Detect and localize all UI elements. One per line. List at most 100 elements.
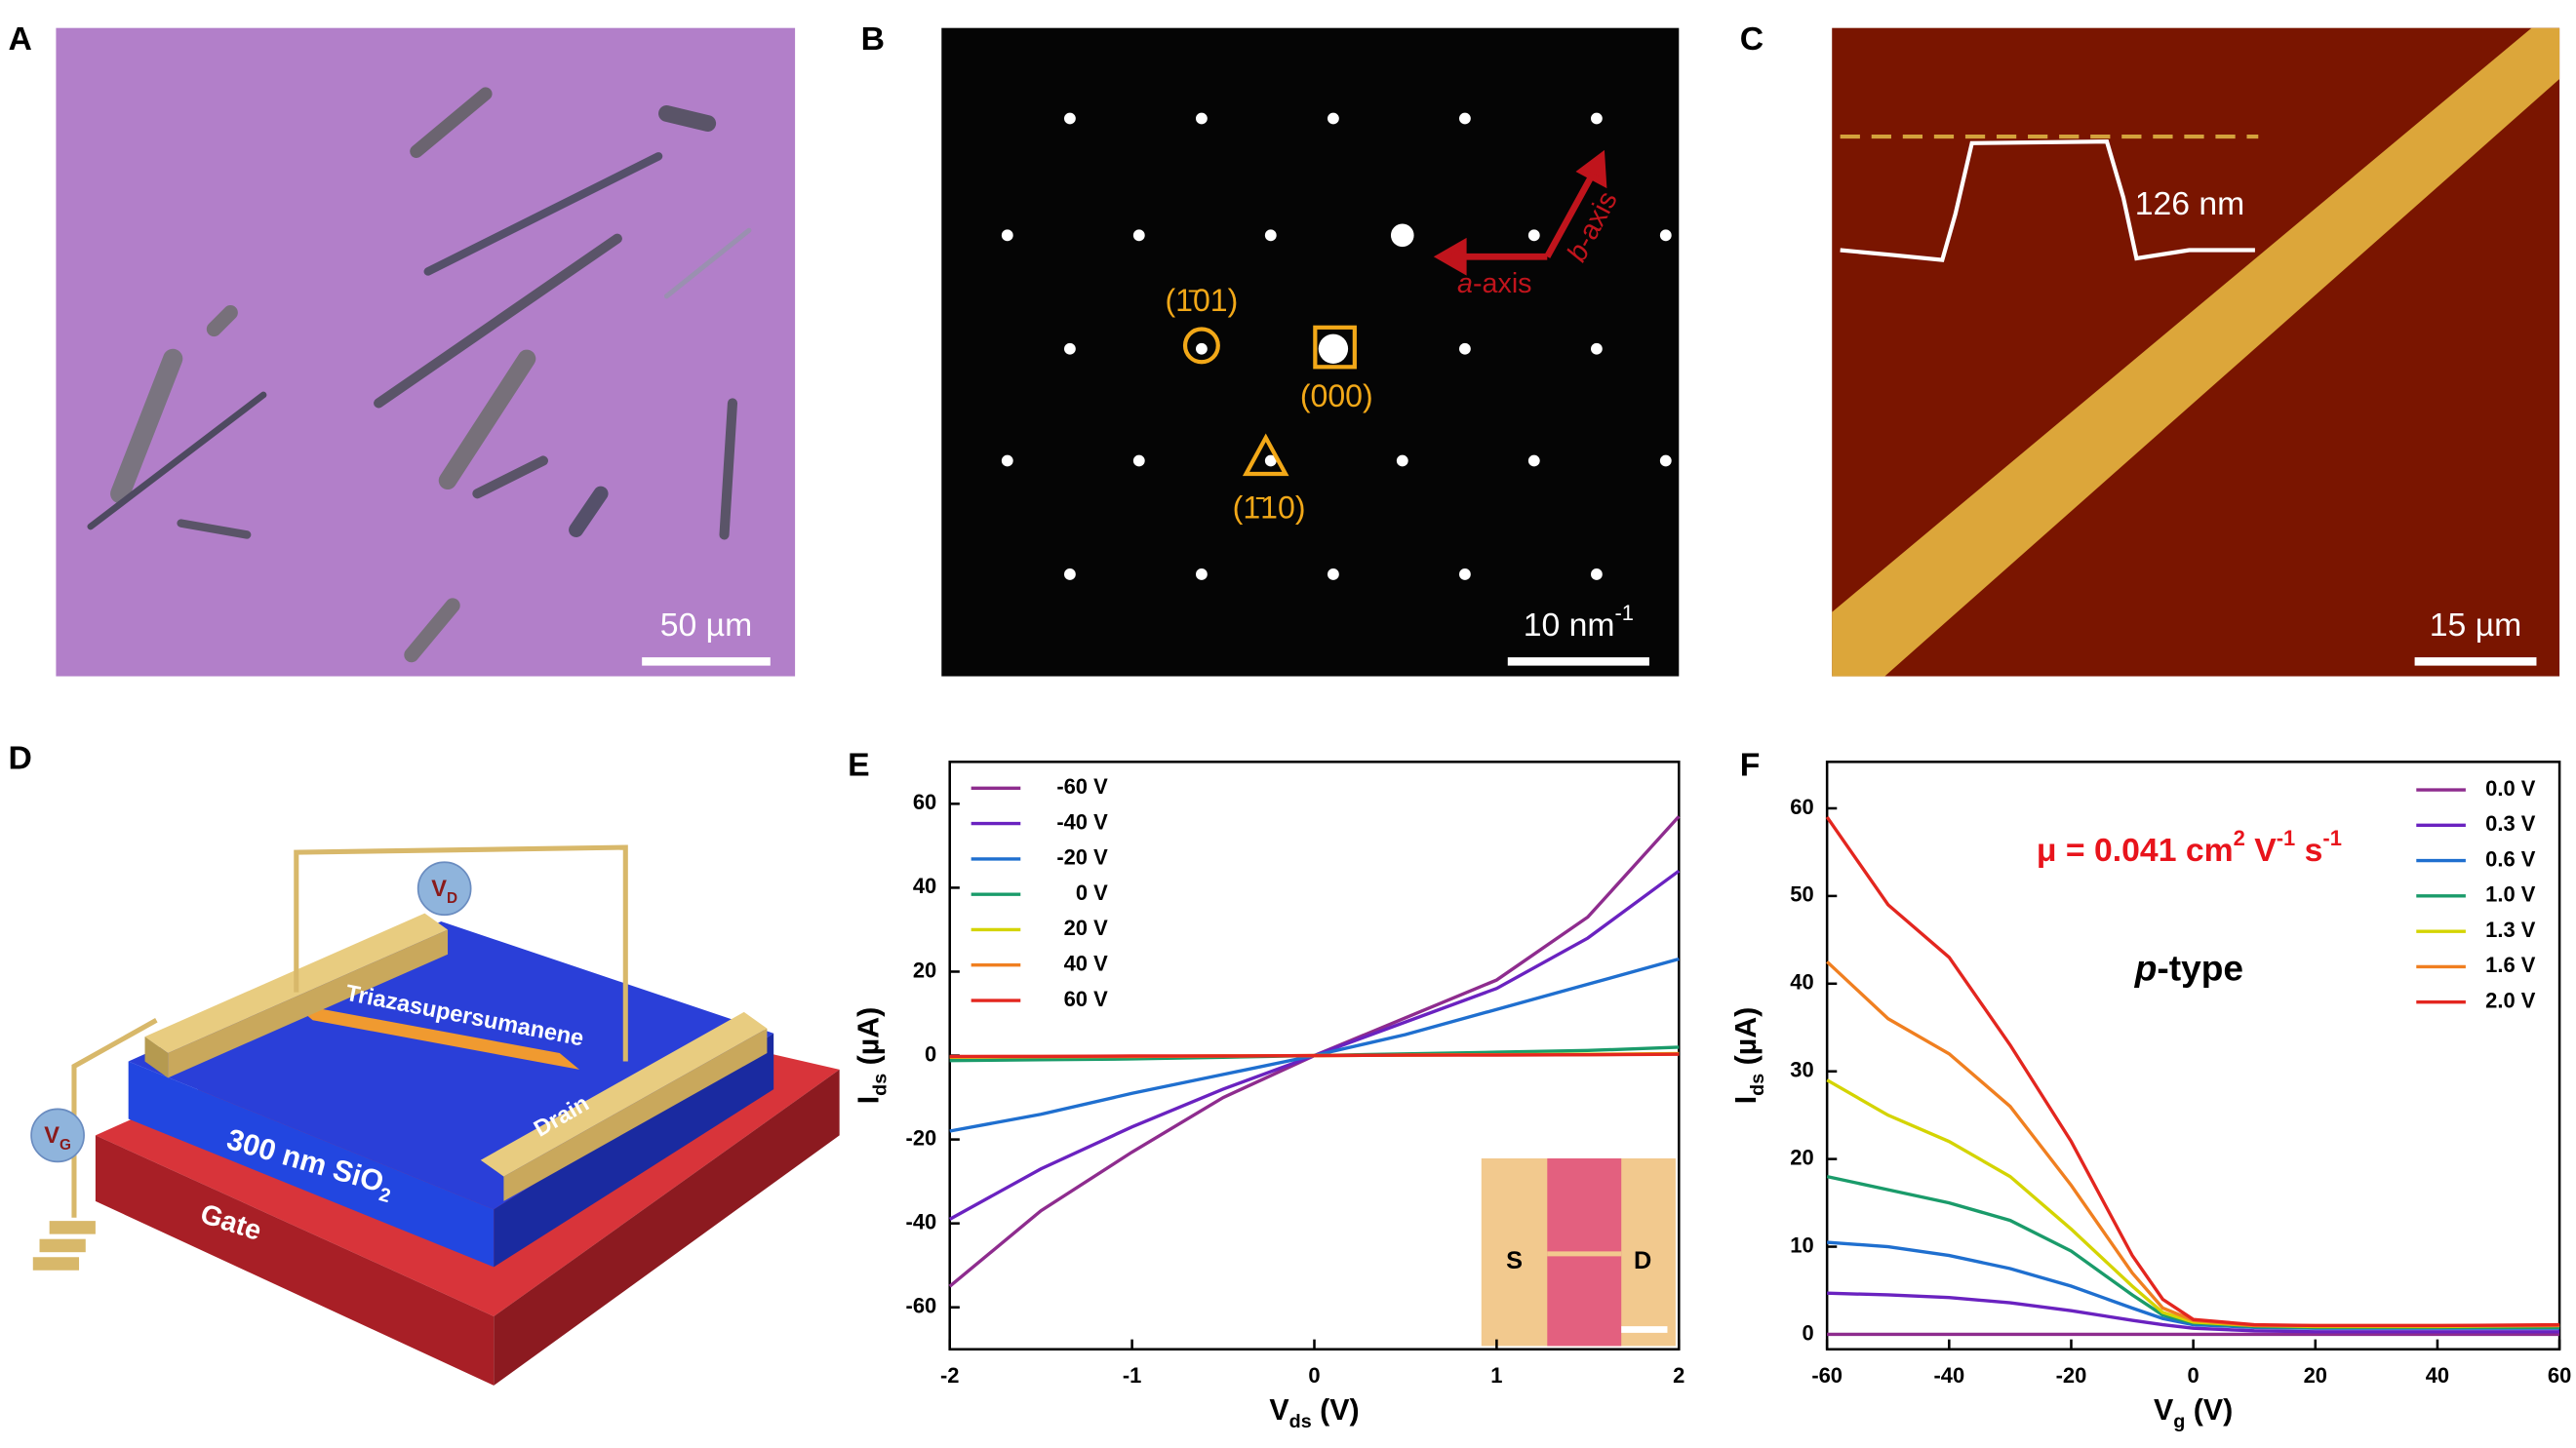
text-part: -1 [2277,826,2296,850]
legend-label: 1.0 V [2485,882,2536,907]
scale-bar-label: 15 µm [2430,607,2521,644]
text-part: V [1269,1394,1289,1427]
series-line [949,957,1680,1133]
text-part: -axis [1473,268,1532,299]
y-tick-label: 0 [1802,1320,1813,1345]
y-tick-label: -60 [906,1294,937,1318]
legend-label: 0.0 V [2485,776,2536,801]
legend-label: 0 V [1076,881,1108,905]
spot [1264,229,1277,242]
mobility-label: μ = 0.041 cm2 V-1 s-1 [2037,826,2342,869]
text-part: 2 [2234,826,2245,850]
text-part: μ = 0.041 cm [2037,832,2234,869]
y-tick-label: 60 [913,790,936,814]
x-tick-label: 20 [2304,1363,2327,1388]
diffraction [941,27,1680,677]
series-line [1827,1240,2560,1330]
text-part: s [2295,832,2322,869]
x-tick-label: 0 [1308,1363,1320,1388]
y-axis-label: Ids (µA) [853,1007,892,1105]
panel-letter: B [861,20,885,58]
legend-label: 2.0 V [2485,988,2536,1012]
spot-label: (000) [1300,378,1373,413]
legend-label: 1.3 V [2485,918,2536,942]
y-axis-label: Ids (µA) [1730,1007,1768,1105]
y-tick-label: 20 [913,958,936,982]
panel-letter: F [1740,746,1761,783]
text-part: (µA) [1730,1007,1763,1074]
spot-label: (1̄01) [1165,283,1238,318]
text-part: (V) [1312,1394,1360,1427]
spot [1064,112,1076,125]
spot [1396,454,1408,467]
y-tick-label: 0 [925,1041,936,1066]
spot [1527,229,1540,242]
x-tick-label: 2 [1673,1363,1684,1388]
legend-label: 0.3 V [2485,811,2536,836]
height-label: 126 nm [2135,185,2245,222]
spot-marker [1182,327,1220,365]
x-tick-label: -1 [1123,1363,1142,1388]
series-line [949,1052,1680,1059]
spot [1132,454,1145,467]
spot [1064,342,1076,355]
spot [1196,568,1208,580]
text-part: ds [1747,1074,1768,1096]
text-part: 15 µm [2430,607,2521,644]
y-tick-label: 20 [1790,1145,1813,1169]
legend-label: -40 V [1056,809,1108,834]
device [30,844,840,1386]
text-part: V [431,877,447,902]
spot-marker [1242,433,1289,477]
text-part: -1 [2322,826,2342,850]
text-part: (µA) [853,1007,886,1074]
spot [1459,568,1471,580]
legend-label: -20 V [1056,845,1108,870]
text-part: (V) [2185,1394,2233,1427]
series-line [1826,1078,2560,1329]
axes-arrows [1433,149,1607,276]
x-tick-label: 0 [2188,1363,2200,1388]
text-part: 50 µm [660,607,752,644]
spot [1659,454,1672,467]
spot-label: (1̄10) [1233,490,1306,526]
x-tick-label: -40 [1933,1363,1964,1388]
spots [1001,112,1672,580]
spot [1001,454,1013,467]
inset-photo [1481,1158,1676,1347]
spot [1264,454,1277,467]
x-axis-label: Vg (V) [2154,1394,2233,1432]
series-line [1827,1291,2560,1334]
panel-letter: E [848,746,870,783]
spot [1328,112,1339,125]
y-tick-label: -40 [906,1209,937,1233]
spot-marker [1313,325,1357,370]
y-tick-label: 50 [1790,882,1813,907]
voltage-label: VG [44,1123,71,1153]
y-tick-label: 30 [1790,1058,1813,1082]
legend-label: 1.6 V [2485,953,2536,977]
panel-letter: D [8,740,31,777]
y-tick-label: 40 [913,874,936,898]
panel-letter: C [1740,20,1764,58]
spot [1328,568,1339,580]
spot [1001,229,1013,242]
text-part: a [1457,268,1473,299]
type-label: p-type [2134,947,2243,988]
y-tick-label: 40 [1790,970,1813,995]
panel-letter: A [8,20,31,58]
spot [1591,342,1603,355]
spot [1459,342,1471,355]
text-part: -1 [1615,601,1635,625]
x-tick-label: 60 [2548,1363,2571,1388]
text-part: p [2134,947,2158,988]
inset-label: D [1634,1247,1651,1274]
text-part: I [1730,1096,1763,1104]
crystal [1832,27,2560,677]
crystals [87,87,752,663]
legend-label: 20 V [1064,916,1108,940]
voltage-label: VD [431,877,457,906]
text-part: 10 nm [1524,607,1615,644]
legend-label: 60 V [1064,987,1108,1011]
